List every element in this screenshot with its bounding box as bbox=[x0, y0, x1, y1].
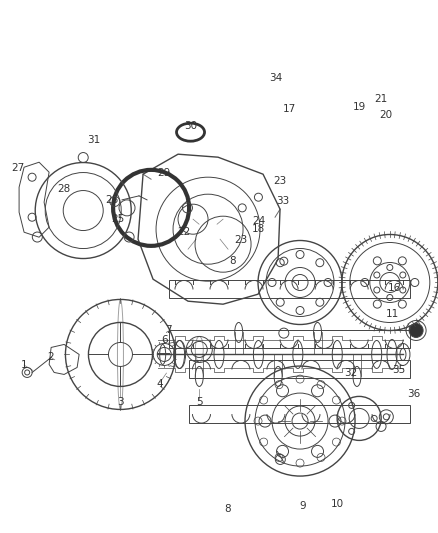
Text: 26: 26 bbox=[105, 195, 118, 205]
Bar bbox=[169, 280, 410, 298]
Text: 33: 33 bbox=[276, 196, 289, 206]
Text: 2: 2 bbox=[47, 352, 54, 362]
Text: 16: 16 bbox=[388, 283, 401, 293]
Text: 7: 7 bbox=[165, 326, 172, 335]
Text: 6: 6 bbox=[161, 335, 168, 345]
Text: 30: 30 bbox=[184, 122, 197, 131]
Text: 32: 32 bbox=[344, 368, 357, 378]
Text: 34: 34 bbox=[269, 74, 283, 83]
Text: 1: 1 bbox=[21, 360, 28, 370]
Text: 3: 3 bbox=[117, 398, 124, 407]
Text: 27: 27 bbox=[11, 163, 24, 173]
Bar bbox=[189, 360, 410, 378]
Text: 35: 35 bbox=[392, 366, 405, 375]
Text: 9: 9 bbox=[299, 502, 306, 511]
Text: 4: 4 bbox=[156, 379, 163, 389]
Bar bbox=[169, 330, 410, 349]
Text: 21: 21 bbox=[374, 94, 388, 103]
Text: 17: 17 bbox=[283, 104, 296, 114]
Bar bbox=[189, 405, 410, 423]
Text: 22: 22 bbox=[177, 227, 191, 237]
Text: 11: 11 bbox=[385, 310, 399, 319]
Text: 23: 23 bbox=[234, 235, 247, 245]
Text: 29: 29 bbox=[158, 168, 171, 178]
Text: 18: 18 bbox=[252, 224, 265, 234]
Text: 20: 20 bbox=[379, 110, 392, 119]
Text: 19: 19 bbox=[353, 102, 366, 111]
Text: 24: 24 bbox=[252, 216, 265, 226]
Text: 31: 31 bbox=[88, 135, 101, 144]
Text: 8: 8 bbox=[224, 504, 231, 514]
Text: 23: 23 bbox=[274, 176, 287, 186]
Text: 36: 36 bbox=[407, 390, 420, 399]
Text: 25: 25 bbox=[112, 214, 125, 223]
Text: 5: 5 bbox=[196, 398, 203, 407]
Text: 10: 10 bbox=[331, 499, 344, 508]
Text: 8: 8 bbox=[229, 256, 236, 266]
Text: 28: 28 bbox=[57, 184, 70, 194]
Circle shape bbox=[409, 324, 423, 337]
